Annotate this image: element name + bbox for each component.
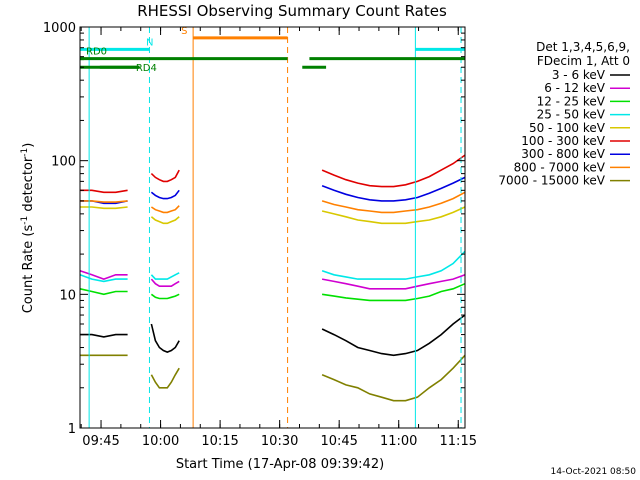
- flag-bars: N S RD0 RD4: [80, 26, 465, 74]
- series-line: [321, 274, 466, 290]
- y-axis-label-superscript: -1: [20, 148, 30, 157]
- series-line: [321, 191, 466, 214]
- x-tick-label: 11:00: [380, 434, 417, 449]
- series-line: [80, 206, 128, 210]
- x-tick-label: 10:45: [320, 434, 357, 449]
- legend-header-line: FDecim 1, Att 0: [537, 54, 630, 68]
- series-line: [321, 206, 466, 225]
- series-line: [80, 333, 128, 338]
- y-axis-label-superscript: -1: [20, 216, 30, 225]
- y-tick-label: 100: [51, 155, 76, 170]
- series-line: [321, 154, 466, 188]
- legend-entry-label: 3 - 6 keV: [552, 68, 606, 82]
- flag-label: N: [146, 37, 153, 48]
- x-tick-label: 10:00: [142, 434, 179, 449]
- plot-area: N S RD0 RD4: [79, 26, 466, 428]
- timestamp: 14-Oct-2021 08:50: [551, 467, 637, 477]
- flag-label: S: [181, 26, 187, 37]
- series-layer: [79, 154, 466, 402]
- series-line: [79, 270, 128, 280]
- legend-entry-label: 6 - 12 keV: [544, 81, 606, 95]
- y-tick-label: 1: [68, 422, 76, 437]
- flag-label: RD4: [136, 63, 157, 74]
- y-axis-label-part: ): [21, 143, 36, 148]
- y-tick-label: 1000: [43, 21, 76, 36]
- legend-entry-label: 7000 - 15000 keV: [498, 174, 605, 188]
- y-axis-label-part: detector: [21, 156, 36, 216]
- legend-entry-label: 100 - 300 keV: [521, 134, 605, 148]
- series-line: [150, 205, 180, 214]
- y-axis-label-part: Count Rate (s: [21, 225, 36, 314]
- series-line: [321, 354, 466, 402]
- flag-label: RD0: [86, 47, 107, 58]
- x-axis-label: Start Time (17-Apr-08 09:39:42): [176, 457, 384, 472]
- legend-header-line: Det 1,3,4,5,6,9,: [536, 40, 630, 54]
- series-line: [80, 189, 128, 194]
- x-tick-label: 09:45: [82, 434, 119, 449]
- plot-frame: [79, 26, 466, 429]
- event-lines: [88, 27, 462, 428]
- series-line: [79, 288, 128, 296]
- legend-entry-label: 300 - 800 keV: [521, 147, 605, 161]
- legend-entry-label: 25 - 50 keV: [537, 108, 606, 122]
- series-line: [150, 323, 180, 353]
- legend: Det 1,3,4,5,6,9, FDecim 1, Att 0 3 - 6 k…: [498, 40, 630, 188]
- series-line: [150, 169, 180, 183]
- series-line: [150, 293, 180, 300]
- series-line: [321, 176, 466, 202]
- series-line: [321, 282, 466, 302]
- series-line: [80, 200, 128, 203]
- series-line: [150, 216, 180, 225]
- series-line: [150, 367, 180, 389]
- legend-entry-label: 12 - 25 keV: [537, 94, 606, 108]
- series-line: [321, 250, 466, 280]
- series-line: [321, 314, 466, 357]
- x-tick-label: 10:15: [201, 434, 238, 449]
- legend-entry-label: 800 - 7000 keV: [514, 160, 606, 174]
- series-line: [79, 274, 128, 283]
- legend-entry-label: 50 - 100 keV: [529, 121, 606, 135]
- x-tick-label: 11:15: [440, 434, 477, 449]
- axes: 1 10 100 1000 09:45 10:00 10:15 10:30 10:45 11:00…: [43, 21, 477, 449]
- y-axis-label: Count Rate (s-1 detector-1): [20, 143, 36, 314]
- chart-title: RHESSI Observing Summary Count Rates: [137, 2, 447, 20]
- y-tick-label: 10: [59, 288, 76, 303]
- x-tick-label: 10:30: [261, 434, 298, 449]
- series-line: [150, 272, 180, 280]
- series-line: [150, 278, 180, 288]
- series-line: [150, 189, 180, 200]
